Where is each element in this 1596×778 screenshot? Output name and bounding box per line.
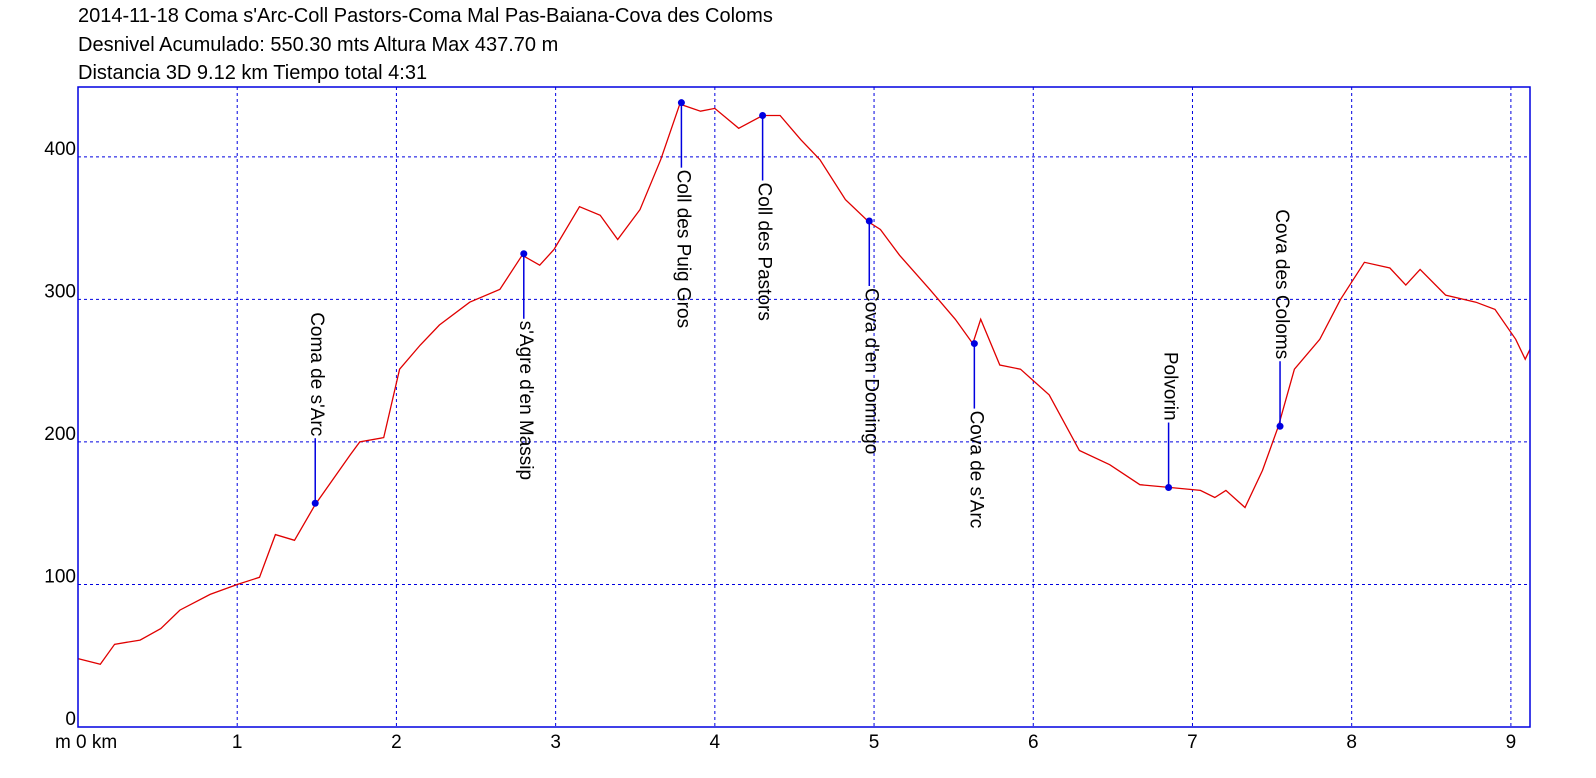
waypoint-label: Coll des Puig Gros <box>672 170 693 328</box>
x-tick-label: 2 <box>391 732 402 753</box>
waypoint-label: s'Agre d'en Massip <box>515 321 536 480</box>
x-tick-label: 0 km <box>76 732 117 753</box>
chart-subtitle: Distancia 3D 9.12 km Tiempo total 4:31 <box>78 62 427 84</box>
x-tick-label: 7 <box>1187 732 1198 753</box>
plot-frame <box>77 86 1531 728</box>
waypoint-label: Cova d'en Domingo <box>860 288 881 454</box>
x-tick-label: 5 <box>869 732 880 753</box>
waypoint-label: Coma de s'Arc <box>306 312 327 436</box>
elevation-line <box>77 103 1531 666</box>
x-tick-label: 3 <box>550 732 561 753</box>
waypoint-label: Cova des Coloms <box>1271 209 1292 359</box>
x-tick-label: 6 <box>1028 732 1039 753</box>
waypoint <box>970 340 978 348</box>
y-tick-label: 300 <box>44 281 76 302</box>
x-tick-label: 1 <box>232 732 243 753</box>
y-tick-label: 0 <box>65 709 76 730</box>
waypoint-label: Polvorin <box>1160 352 1181 421</box>
y-tick-label: 200 <box>44 424 76 445</box>
waypoint <box>311 499 319 507</box>
waypoint <box>759 112 767 120</box>
chart-title: 2014-11-18 Coma s'Arc-Coll Pastors-Coma … <box>78 5 773 27</box>
x-tick-label: 4 <box>710 732 721 753</box>
waypoint-label: Coll des Pastors <box>754 183 775 321</box>
waypoint <box>677 99 685 107</box>
waypoint <box>520 250 528 258</box>
y-tick-label: 100 <box>44 566 76 587</box>
waypoint-label: Cova de s'Arc <box>965 411 986 529</box>
chart-subtitle: Desnivel Acumulado: 550.30 mts Altura Ma… <box>78 34 558 56</box>
x-tick-label: 9 <box>1506 732 1517 753</box>
waypoint <box>1165 484 1173 492</box>
y-unit: m <box>55 732 71 753</box>
waypoint <box>865 217 873 225</box>
x-tick-label: 8 <box>1346 732 1357 753</box>
y-tick-label: 400 <box>44 139 76 160</box>
waypoint <box>1276 422 1284 430</box>
